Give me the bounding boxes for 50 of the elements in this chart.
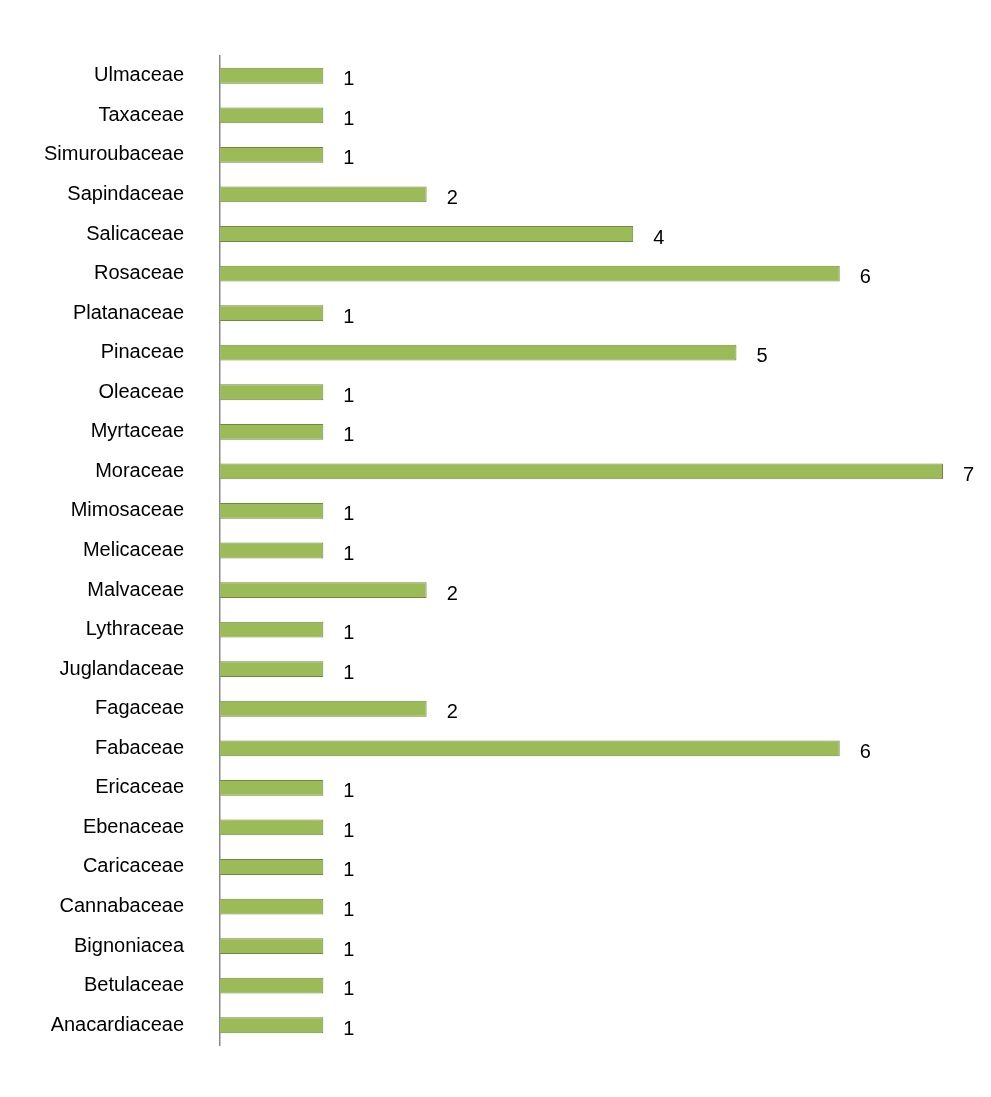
data-label: 1: [343, 898, 355, 921]
data-label: 1: [343, 977, 355, 1000]
y-tick-label: Malvaceae: [87, 577, 185, 600]
data-label: 1: [343, 146, 355, 169]
y-tick-label: Platanaceae: [72, 300, 185, 323]
y-tick-label: Pinaceae: [100, 340, 185, 363]
y-tick-label: Anacardiaceae: [50, 1012, 185, 1035]
data-label: 1: [343, 779, 355, 802]
data-label: 1: [343, 660, 355, 683]
y-tick-label: Myrtaceae: [90, 419, 185, 442]
data-label: 1: [343, 423, 355, 446]
y-tick-label: Ulmaceae: [94, 63, 185, 86]
data-label: 1: [343, 304, 355, 327]
y-tick-label: Cannabaceae: [59, 894, 185, 917]
y-tick-label: Salicaceae: [86, 221, 185, 244]
y-tick-label: Ericaceae: [95, 775, 185, 798]
data-label: 1: [343, 106, 355, 129]
data-label: 1: [343, 858, 355, 881]
data-label: 1: [343, 621, 355, 644]
data-label: 2: [446, 581, 458, 604]
y-tick-label: Simuroubaceae: [43, 142, 185, 165]
data-label: 7: [963, 462, 975, 485]
y-tick-label: Lythraceae: [85, 617, 185, 640]
y-tick-label: Mimosaceae: [70, 498, 185, 521]
data-label: 5: [756, 344, 768, 367]
y-tick-label: Bignoniacea: [73, 933, 185, 956]
y-tick-label: Sapindaceae: [67, 181, 185, 204]
data-label: 1: [343, 67, 355, 90]
y-tick-label: Fabaceae: [95, 735, 185, 758]
data-label: 6: [859, 265, 871, 288]
data-label: 1: [343, 542, 355, 565]
data-label: 2: [446, 185, 458, 208]
y-tick-label: Melicaceae: [82, 538, 185, 561]
data-label: 2: [446, 700, 458, 723]
data-label: 6: [859, 739, 871, 762]
y-tick-label: Fagaceae: [95, 696, 185, 719]
y-tick-label: Taxaceae: [98, 102, 185, 125]
y-tick-label: Rosaceae: [94, 261, 185, 284]
y-tick-label: Betulaceae: [84, 973, 185, 996]
y-tick-label: Moraceae: [95, 458, 185, 481]
y-tick-label: Oleaceae: [98, 379, 185, 402]
data-label: 4: [653, 225, 665, 248]
data-label: 1: [343, 502, 355, 525]
y-tick-label: Ebenaceae: [82, 814, 185, 837]
y-tick-label: Juglandaceae: [59, 656, 185, 679]
data-label: 1: [343, 383, 355, 406]
y-tick-label: Caricaceae: [82, 854, 185, 877]
data-label: 1: [343, 1016, 355, 1039]
data-label: 1: [343, 937, 355, 960]
data-label: 1: [343, 818, 355, 841]
